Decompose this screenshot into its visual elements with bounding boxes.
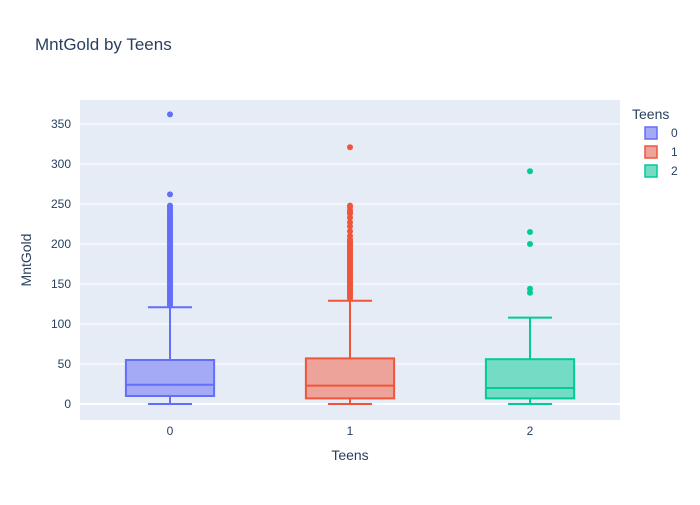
legend-label: 2: [671, 164, 678, 178]
outlier-point: [167, 191, 173, 198]
outlier-point: [167, 111, 173, 118]
box-iqr: [484, 358, 576, 400]
outlier-point: [347, 202, 353, 209]
outlier-point: [167, 202, 173, 209]
box-iqr: [124, 359, 216, 397]
outlier-point: [347, 219, 353, 226]
x-tick-label: 1: [347, 424, 354, 438]
legend-swatch: [644, 145, 658, 159]
legend-label: 0: [671, 126, 678, 140]
y-tick-label: 300: [51, 157, 71, 171]
legend-label: 1: [671, 145, 678, 159]
box-iqr: [304, 357, 396, 400]
y-tick-label: 100: [51, 317, 71, 331]
y-tick-label: 150: [51, 277, 71, 291]
y-axis-ticks: 0 50 100 150 200 250 300 350: [51, 117, 71, 411]
y-tick-label: 50: [58, 357, 72, 371]
legend-item-0: 0: [644, 126, 678, 140]
y-axis-title: MntGold: [18, 234, 34, 287]
y-tick-label: 200: [51, 237, 71, 251]
x-tick-label: 0: [167, 424, 174, 438]
legend-swatch: [644, 126, 658, 140]
legend: Teens 0 1 2: [632, 106, 678, 178]
legend-swatch: [644, 164, 658, 178]
outlier-point: [347, 228, 353, 235]
outlier-point: [527, 168, 533, 175]
outlier-point: [347, 144, 353, 151]
legend-items: 0 1 2: [644, 126, 678, 178]
y-tick-label: 250: [51, 197, 71, 211]
box-series-1: [304, 144, 396, 405]
y-tick-label: 0: [64, 397, 71, 411]
x-axis-ticks: 0 1 2: [167, 424, 534, 438]
box-series-0: [124, 111, 216, 405]
legend-item-2: 2: [644, 164, 678, 178]
outlier-point: [527, 241, 533, 247]
box-series-2: [484, 168, 576, 405]
outlier-point: [347, 233, 353, 239]
legend-item-1: 1: [644, 145, 678, 159]
chart-title: MntGold by Teens: [35, 35, 172, 54]
outlier-point: [527, 229, 533, 235]
outlier-point: [527, 285, 533, 292]
boxes: [124, 111, 576, 405]
x-tick-label: 2: [527, 424, 534, 438]
legend-title: Teens: [632, 106, 669, 122]
x-axis-title: Teens: [331, 447, 368, 463]
y-tick-label: 350: [51, 117, 71, 131]
